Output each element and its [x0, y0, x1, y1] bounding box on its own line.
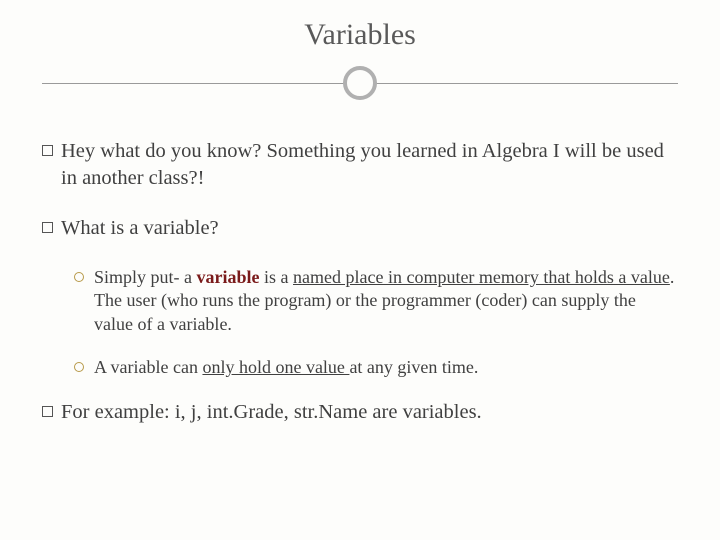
title-area: Variables: [42, 18, 678, 100]
bullet-text: What is a variable?: [61, 215, 678, 242]
bullet-level-1: For example: i, j, int.Grade, str.Name a…: [42, 399, 678, 426]
slide: Variables Hey what do you know? Somethin…: [0, 0, 720, 540]
bullet-level-2: Simply put- a variable is a named place …: [74, 266, 678, 336]
slide-title: Variables: [42, 18, 678, 52]
slide-body: Hey what do you know? Something you lear…: [42, 138, 678, 426]
bullet-text: Hey what do you know? Something you lear…: [61, 138, 678, 191]
circle-bullet-icon: [74, 272, 84, 282]
divider-circle-icon: [343, 66, 377, 100]
square-bullet-icon: [42, 222, 53, 233]
circle-bullet-icon: [74, 362, 84, 372]
title-divider: [42, 66, 678, 100]
square-bullet-icon: [42, 406, 53, 417]
bullet-text: For example: i, j, int.Grade, str.Name a…: [61, 399, 678, 426]
bullet-level-1: Hey what do you know? Something you lear…: [42, 138, 678, 191]
bullet-text: A variable can only hold one value at an…: [94, 356, 678, 379]
bullet-level-2: A variable can only hold one value at an…: [74, 356, 678, 379]
bullet-text: Simply put- a variable is a named place …: [94, 266, 678, 336]
square-bullet-icon: [42, 145, 53, 156]
bullet-level-1: What is a variable?: [42, 215, 678, 242]
